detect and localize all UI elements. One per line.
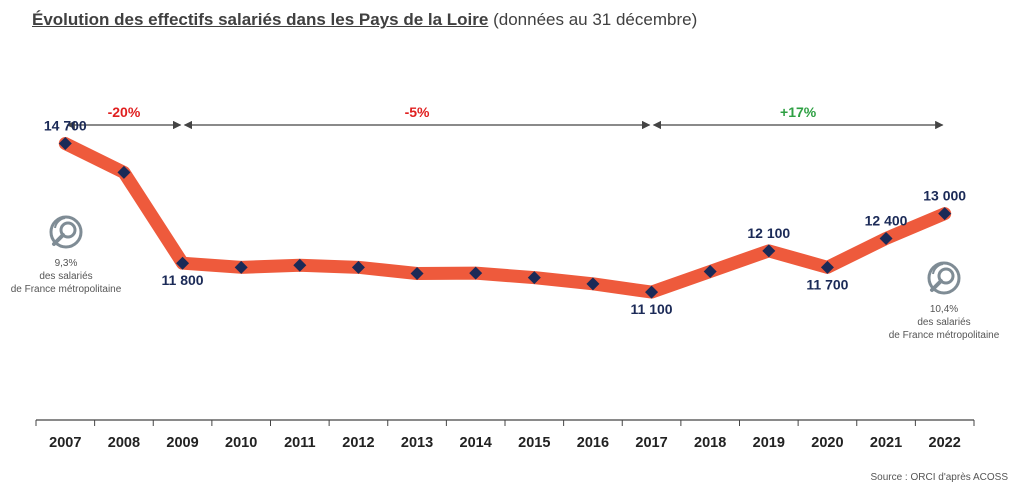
x-tick-label-2010: 2010 bbox=[225, 435, 257, 451]
chart-title-main: Évolution des effectifs salariés dans le… bbox=[32, 10, 489, 29]
series-line bbox=[58, 137, 952, 299]
data-point-2011 bbox=[293, 258, 307, 272]
data-point-2012 bbox=[351, 260, 365, 274]
x-tick-label-2011: 2011 bbox=[284, 435, 315, 451]
data-point-2022 bbox=[938, 207, 952, 221]
x-tick-label-2017: 2017 bbox=[635, 435, 667, 451]
annotation-1-line-3: de France métropolitaine bbox=[11, 284, 122, 295]
magnifier-icon-2 bbox=[927, 261, 961, 295]
data-point-2017 bbox=[645, 285, 659, 299]
data-point-2021 bbox=[879, 231, 893, 245]
data-label-2007: 14 700 bbox=[44, 118, 87, 134]
data-label-2009: 11 800 bbox=[162, 272, 204, 288]
chart-title-sub: (données au 31 décembre) bbox=[493, 10, 698, 29]
period-label-1: -20% bbox=[108, 104, 141, 120]
data-label-2021: 12 400 bbox=[865, 212, 908, 228]
data-point-2007 bbox=[58, 137, 72, 151]
x-tick-label-2015: 2015 bbox=[518, 435, 550, 451]
data-point-2013 bbox=[410, 267, 424, 281]
annotation-2-line-3: de France métropolitaine bbox=[889, 330, 1000, 341]
data-point-2018 bbox=[703, 264, 717, 278]
x-tick-label-2016: 2016 bbox=[577, 435, 609, 451]
data-label-2017: 11 100 bbox=[631, 301, 673, 317]
x-tick-label-2019: 2019 bbox=[753, 435, 785, 451]
annotation-1-line-2: des salariés bbox=[39, 271, 92, 282]
annotation-1-line-1: 9,3% bbox=[55, 258, 78, 269]
data-point-2015 bbox=[527, 271, 541, 285]
magnifier-icon-1 bbox=[49, 215, 83, 249]
data-point-2010 bbox=[234, 260, 248, 274]
data-label-2022: 13 000 bbox=[923, 188, 966, 204]
x-tick-label-2007: 2007 bbox=[49, 435, 81, 451]
data-point-2020 bbox=[820, 260, 834, 274]
data-point-2016 bbox=[586, 277, 600, 291]
data-point-2014 bbox=[469, 266, 483, 280]
x-tick-label-2021: 2021 bbox=[870, 435, 902, 451]
data-point-2009 bbox=[176, 256, 190, 270]
chart-title: Évolution des effectifs salariés dans le… bbox=[32, 10, 697, 30]
data-point-2019 bbox=[762, 244, 776, 258]
data-label-2020: 11 700 bbox=[806, 276, 848, 292]
source-note: Source : ORCI d'après ACOSS bbox=[870, 472, 1008, 483]
x-tick-label-2014: 2014 bbox=[460, 435, 492, 451]
x-tick-label-2020: 2020 bbox=[811, 435, 843, 451]
x-tick-label-2022: 2022 bbox=[929, 435, 961, 451]
x-tick-label-2012: 2012 bbox=[342, 435, 374, 451]
x-tick-label-2009: 2009 bbox=[166, 435, 198, 451]
annotation-2-line-1: 10,4% bbox=[930, 304, 958, 315]
data-label-2019: 12 100 bbox=[747, 225, 790, 241]
period-label-2: -5% bbox=[405, 104, 430, 120]
annotation-2-line-2: des salariés bbox=[917, 317, 970, 328]
x-tick-label-2018: 2018 bbox=[694, 435, 726, 451]
x-tick-label-2013: 2013 bbox=[401, 435, 433, 451]
period-label-3: +17% bbox=[780, 104, 817, 120]
data-point-2008 bbox=[117, 165, 131, 179]
x-tick-label-2008: 2008 bbox=[108, 435, 140, 451]
